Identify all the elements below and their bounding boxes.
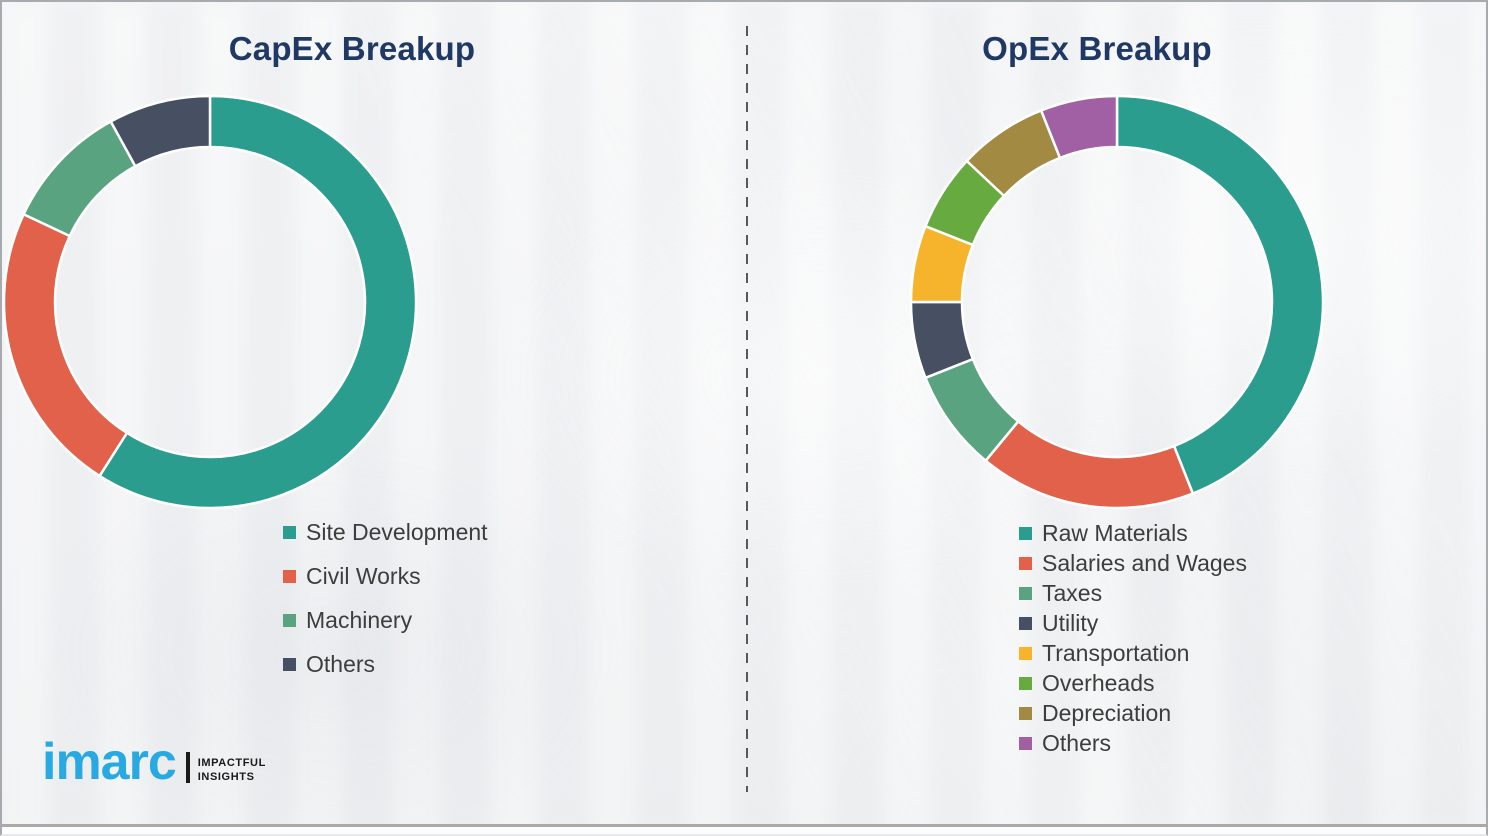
imarc-tagline-line2: INSIGHTS bbox=[197, 770, 255, 783]
capex-donut-chart bbox=[2, 94, 418, 510]
legend-label-civil-works: Civil Works bbox=[306, 562, 421, 589]
capex-breakup-slice-site-development bbox=[97, 94, 418, 510]
legend-item-machinery: Machinery bbox=[283, 598, 488, 642]
legend-label-transportation: Transportation bbox=[1042, 639, 1190, 666]
legend-item-others: Others bbox=[283, 642, 488, 686]
legend-label-depreciation: Depreciation bbox=[1042, 699, 1172, 726]
legend-label-machinery: Machinery bbox=[306, 606, 413, 633]
legend-item-salaries-and-wages: Salaries and Wages bbox=[1019, 548, 1247, 578]
capex-breakup-slice-machinery bbox=[21, 119, 138, 238]
legend-label-utility: Utility bbox=[1042, 609, 1099, 636]
legend-swatch-site-development bbox=[283, 525, 296, 539]
capex-legend: Site Development Civil Works Machinery Othe… bbox=[283, 510, 488, 686]
imarc-logo: imarc IMPACTFUL INSIGHTS bbox=[42, 733, 266, 791]
imarc-logo-tagline: IMPACTFUL INSIGHTS bbox=[198, 757, 266, 783]
legend-label-overheads: Overheads bbox=[1042, 669, 1155, 696]
legend-label-others: Others bbox=[306, 650, 376, 677]
legend-swatch-depreciation bbox=[1019, 706, 1032, 720]
legend-swatch-overheads bbox=[1019, 676, 1032, 690]
capex-breakup-slice-civil-works bbox=[2, 212, 129, 478]
legend-label-site-development: Site Development bbox=[306, 518, 488, 545]
imarc-logo-wordmark: imarc bbox=[42, 733, 177, 791]
capex-breakup-slice-others bbox=[109, 94, 212, 168]
opex-breakup-slice-salaries-and-wages bbox=[983, 419, 1195, 510]
legend-label-salaries-and-wages: Salaries and Wages bbox=[1042, 549, 1247, 576]
legend-item-overheads: Overheads bbox=[1019, 668, 1247, 698]
opex-title: OpEx Breakup bbox=[982, 30, 1212, 67]
legend-item-transportation: Transportation bbox=[1019, 638, 1247, 668]
legend-swatch-utility bbox=[1019, 616, 1032, 630]
legend-label-taxes: Taxes bbox=[1042, 579, 1103, 606]
opex-breakup-slice-raw-materials bbox=[1115, 94, 1325, 496]
panel-divider-dashed-line bbox=[746, 26, 748, 792]
legend-swatch-machinery bbox=[283, 613, 296, 627]
legend-swatch-others bbox=[1019, 736, 1032, 750]
legend-item-raw-materials: Raw Materials bbox=[1019, 518, 1247, 548]
imarc-tagline-line1: IMPACTFUL bbox=[197, 757, 266, 770]
legend-swatch-civil-works bbox=[283, 569, 296, 583]
legend-item-others: Others bbox=[1019, 728, 1247, 758]
legend-swatch-transportation bbox=[1019, 646, 1032, 660]
legend-swatch-others bbox=[283, 657, 296, 671]
legend-item-site-development: Site Development bbox=[283, 510, 488, 554]
opex-donut-chart bbox=[909, 94, 1325, 510]
bottom-divider-line bbox=[2, 824, 1486, 827]
legend-swatch-raw-materials bbox=[1019, 526, 1032, 540]
legend-swatch-salaries-and-wages bbox=[1019, 556, 1032, 570]
legend-item-civil-works: Civil Works bbox=[283, 554, 488, 598]
bottom-margin-strip bbox=[2, 827, 1486, 834]
opex-breakup-slice-others bbox=[1039, 94, 1119, 160]
legend-item-utility: Utility bbox=[1019, 608, 1247, 638]
opex-legend: Raw Materials Salaries and Wages Taxes Util… bbox=[1019, 518, 1247, 758]
capex-title: CapEx Breakup bbox=[228, 30, 476, 67]
imarc-logo-separator-bar bbox=[185, 751, 190, 783]
legend-swatch-taxes bbox=[1019, 586, 1032, 600]
legend-item-depreciation: Depreciation bbox=[1019, 698, 1247, 728]
legend-label-others: Others bbox=[1042, 729, 1112, 756]
legend-item-taxes: Taxes bbox=[1019, 578, 1247, 608]
legend-label-raw-materials: Raw Materials bbox=[1042, 519, 1188, 546]
